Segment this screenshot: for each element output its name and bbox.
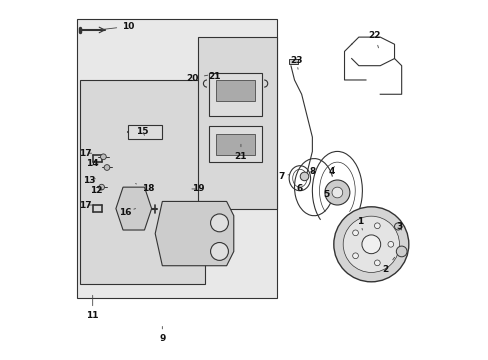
Text: 21: 21 xyxy=(234,144,246,161)
Circle shape xyxy=(374,260,380,266)
Text: 17: 17 xyxy=(79,201,92,210)
Circle shape xyxy=(210,214,228,232)
Circle shape xyxy=(352,253,358,258)
Circle shape xyxy=(343,216,399,273)
Text: 17: 17 xyxy=(79,149,92,158)
Circle shape xyxy=(104,165,110,170)
Bar xyxy=(288,59,298,64)
Text: 10: 10 xyxy=(101,22,134,31)
Text: 14: 14 xyxy=(86,159,99,168)
Text: 18: 18 xyxy=(135,184,154,193)
Polygon shape xyxy=(208,126,262,162)
Circle shape xyxy=(99,184,104,190)
Text: 12: 12 xyxy=(90,186,102,195)
Text: 21: 21 xyxy=(207,72,220,81)
Polygon shape xyxy=(116,187,151,230)
Text: 13: 13 xyxy=(82,176,95,185)
Polygon shape xyxy=(216,80,255,102)
FancyBboxPatch shape xyxy=(80,80,205,284)
Text: 11: 11 xyxy=(86,295,99,320)
Text: 3: 3 xyxy=(396,222,402,231)
Text: 19: 19 xyxy=(191,184,204,193)
Text: 2: 2 xyxy=(382,257,394,274)
FancyBboxPatch shape xyxy=(198,37,276,208)
Circle shape xyxy=(352,230,358,236)
Text: 8: 8 xyxy=(308,167,315,176)
Circle shape xyxy=(101,154,106,159)
Circle shape xyxy=(324,180,349,205)
Text: 22: 22 xyxy=(368,31,380,48)
Text: 1: 1 xyxy=(357,217,363,230)
Text: 20: 20 xyxy=(186,74,207,83)
Circle shape xyxy=(210,243,228,260)
Text: 9: 9 xyxy=(159,327,165,343)
Polygon shape xyxy=(155,202,233,266)
Text: 23: 23 xyxy=(289,56,302,69)
Polygon shape xyxy=(208,73,262,116)
Text: 16: 16 xyxy=(118,208,135,217)
Circle shape xyxy=(331,187,342,198)
Text: 15: 15 xyxy=(136,127,149,136)
Circle shape xyxy=(361,235,380,254)
Text: 7: 7 xyxy=(278,172,288,181)
Circle shape xyxy=(333,207,408,282)
Circle shape xyxy=(394,223,401,230)
Polygon shape xyxy=(216,134,255,155)
Circle shape xyxy=(387,242,393,247)
Circle shape xyxy=(343,224,384,265)
Circle shape xyxy=(395,246,406,257)
FancyBboxPatch shape xyxy=(77,19,276,298)
Text: 6: 6 xyxy=(296,184,303,193)
Text: 5: 5 xyxy=(323,190,329,199)
Circle shape xyxy=(374,223,380,229)
Text: 4: 4 xyxy=(328,166,334,176)
Circle shape xyxy=(300,172,308,181)
Bar xyxy=(128,125,162,139)
